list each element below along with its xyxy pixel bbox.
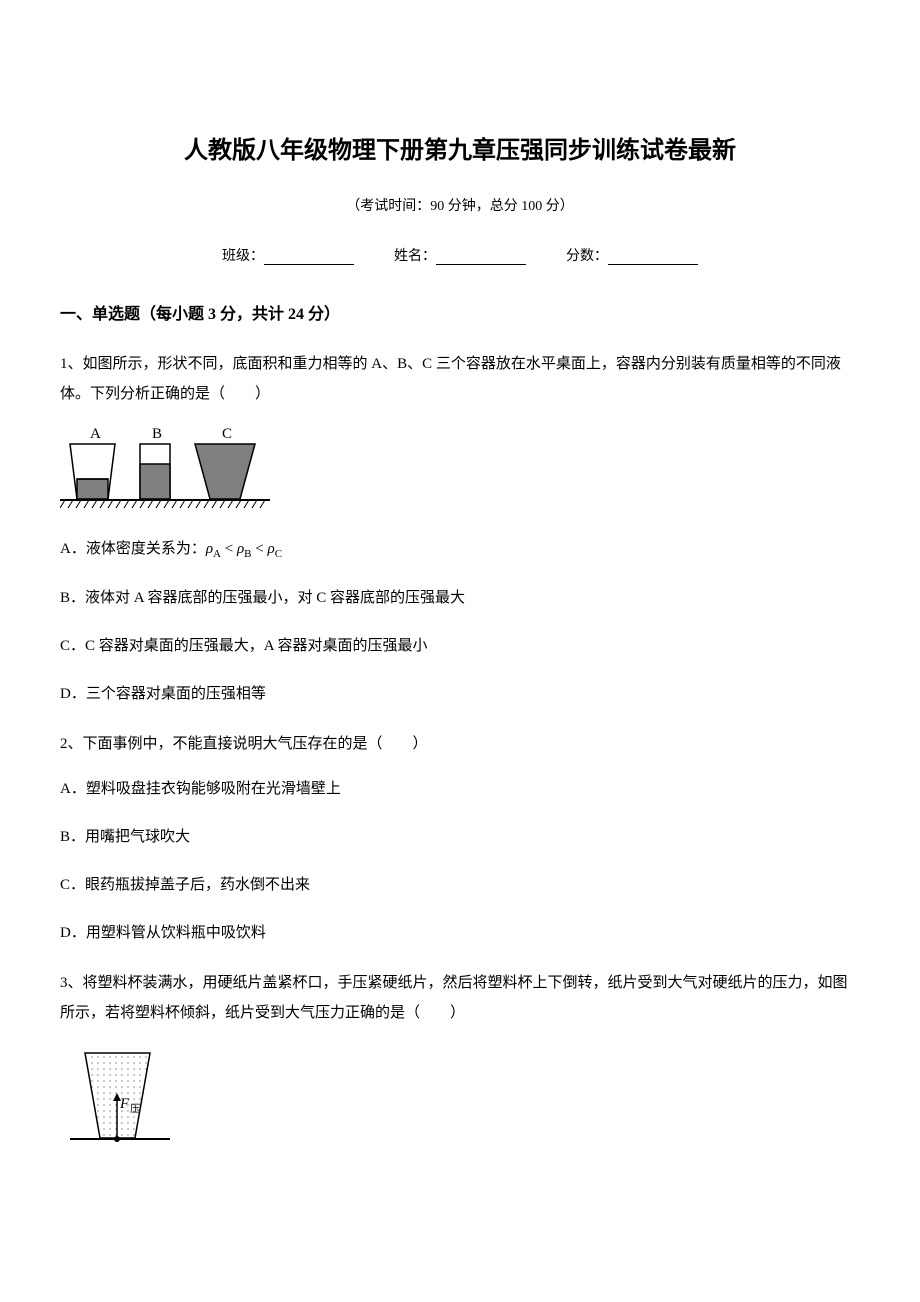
force-sub: 压 <box>130 1103 140 1115</box>
score-label: 分数： <box>566 249 608 264</box>
class-label: 班级： <box>222 249 264 264</box>
name-field: 姓名： <box>394 245 526 265</box>
q2-opt-a: A．塑料吸盘挂衣钩能够吸附在光滑墙壁上 <box>60 774 860 804</box>
class-field: 班级： <box>222 245 354 265</box>
name-label: 姓名： <box>394 249 436 264</box>
page-title: 人教版八年级物理下册第九章压强同步训练试卷最新 <box>60 130 860 165</box>
name-blank <box>436 249 526 265</box>
q1-figure: A B C <box>60 424 860 519</box>
label-a: A <box>90 426 101 442</box>
q2-opt-b: B．用嘴把气球吹大 <box>60 822 860 852</box>
q2-text: 2、下面事例中，不能直接说明大气压存在的是（ ） <box>60 729 860 759</box>
q1-opt-d: D．三个容器对桌面的压强相等 <box>60 679 860 709</box>
containers-diagram: A B C <box>60 424 290 519</box>
question-3: 3、将塑料杯装满水，用硬纸片盖紧杯口，手压紧硬纸片，然后将塑料杯上下倒转，纸片受… <box>60 968 860 1163</box>
score-field: 分数： <box>566 245 698 265</box>
cup-diagram: F 压 <box>60 1043 190 1163</box>
q1-opt-a: A．液体密度关系为：ρA < ρB < ρC <box>60 534 860 565</box>
q1-text: 1、如图所示，形状不同，底面积和重力相等的 A、B、C 三个容器放在水平桌面上，… <box>60 349 860 409</box>
q1-opt-a-prefix: A．液体密度关系为： <box>60 541 206 557</box>
class-blank <box>264 249 354 265</box>
question-2: 2、下面事例中，不能直接说明大气压存在的是（ ） A．塑料吸盘挂衣钩能够吸附在光… <box>60 729 860 948</box>
q1-opt-b: B．液体对 A 容器底部的压强最小，对 C 容器底部的压强最大 <box>60 583 860 613</box>
q3-text: 3、将塑料杯装满水，用硬纸片盖紧杯口，手压紧硬纸片，然后将塑料杯上下倒转，纸片受… <box>60 968 860 1028</box>
q2-opt-d: D．用塑料管从饮料瓶中吸饮料 <box>60 918 860 948</box>
force-label: F <box>119 1096 130 1112</box>
section-header: 一、单选题（每小题 3 分，共计 24 分） <box>60 300 860 324</box>
label-b: B <box>152 426 162 442</box>
question-1: 1、如图所示，形状不同，底面积和重力相等的 A、B、C 三个容器放在水平桌面上，… <box>60 349 860 709</box>
q1-opt-c: C．C 容器对桌面的压强最大，A 容器对桌面的压强最小 <box>60 631 860 661</box>
score-blank <box>608 249 698 265</box>
label-c: C <box>222 426 232 442</box>
q2-opt-c: C．眼药瓶拔掉盖子后，药水倒不出来 <box>60 870 860 900</box>
exam-info: （考试时间：90 分钟，总分 100 分） <box>60 195 860 215</box>
q3-figure: F 压 <box>60 1043 860 1163</box>
fill-line: 班级： 姓名： 分数： <box>60 245 860 265</box>
